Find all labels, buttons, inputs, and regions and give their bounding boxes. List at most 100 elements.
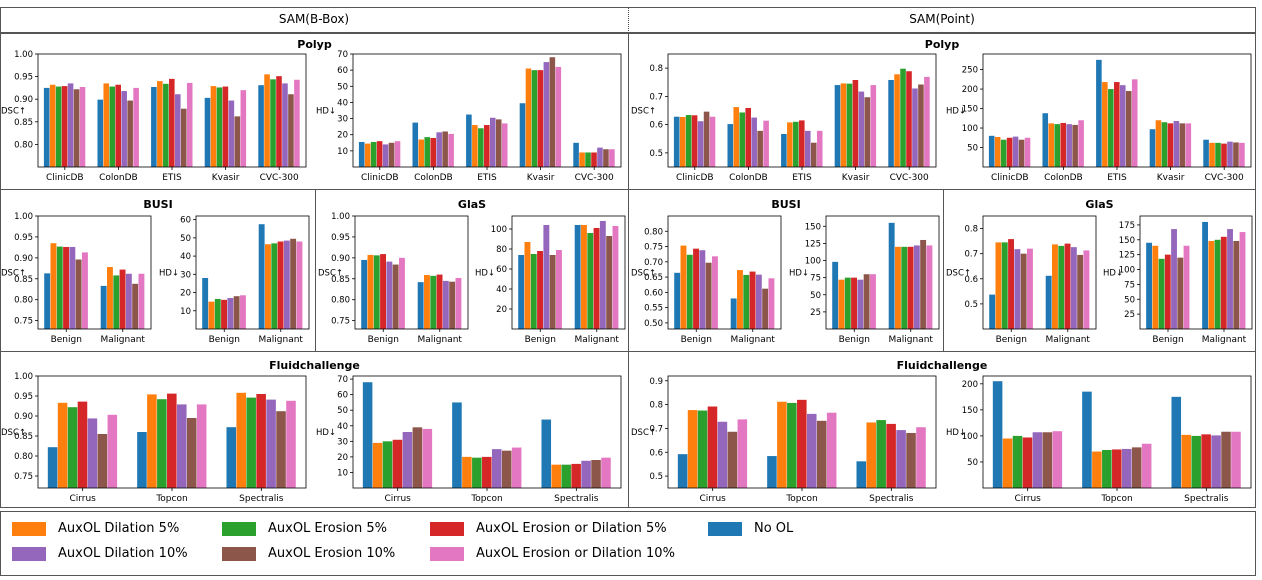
bar [210, 86, 217, 167]
bar [455, 277, 462, 329]
legend-frame [0, 511, 1256, 576]
bar [1239, 232, 1246, 329]
bar [992, 381, 1003, 488]
bar [1214, 239, 1221, 329]
bar [1171, 396, 1182, 488]
bar [924, 76, 930, 167]
bar [1052, 431, 1063, 488]
title-bbox-polyp: Polyp [297, 38, 332, 51]
bar [258, 85, 264, 167]
y-tick-label: 0.75 [14, 472, 33, 482]
bar [555, 250, 562, 329]
bar [757, 130, 763, 167]
bar [989, 294, 996, 329]
bar [63, 246, 69, 329]
x-tick-label: Cirrus [384, 494, 411, 504]
bar [1181, 434, 1192, 488]
bar [912, 88, 918, 167]
y-axis-label: HD↓ [946, 107, 966, 117]
bar [851, 277, 857, 329]
bar [240, 90, 247, 167]
bar [55, 86, 62, 167]
bar [1012, 136, 1019, 167]
y-axis-label: HD↓ [475, 269, 495, 279]
bar [362, 382, 373, 488]
x-tick-label: ClinicDB [676, 173, 714, 183]
bar [697, 410, 708, 488]
legend-label: No OL [754, 521, 794, 536]
x-tick-label: ColonDB [414, 173, 453, 183]
bar [1152, 245, 1159, 329]
bar [691, 115, 698, 167]
bar [531, 70, 538, 167]
y-tick-label: 100 [962, 124, 978, 134]
bar [609, 149, 615, 167]
bar [1012, 435, 1023, 488]
bar [1201, 434, 1211, 488]
plot-frame [37, 375, 307, 489]
plot-frame [667, 375, 937, 489]
bar [537, 70, 544, 167]
bar [1000, 139, 1007, 167]
bar [1131, 447, 1142, 488]
y-tick-label: 0.6 [649, 121, 663, 131]
y-tick-label: 50 [337, 406, 348, 416]
bar [276, 411, 286, 488]
bar [763, 120, 769, 167]
bar [888, 222, 895, 329]
bar [296, 241, 303, 329]
y-tick-label: 40 [337, 422, 348, 432]
bar [543, 62, 550, 167]
bar [282, 83, 288, 167]
bar [856, 461, 867, 488]
bar [826, 412, 837, 488]
plot-frame [195, 215, 310, 330]
y-tick-label: 0.5 [649, 149, 663, 159]
x-tick-label: Benign [1152, 335, 1183, 345]
bar [1208, 240, 1215, 329]
x-tick-label: ETIS [162, 173, 182, 183]
plot-frame [1139, 215, 1253, 330]
chart-bbox-busi-hd: 10 20 30 40 50 60 HD↓ Benign Malignant [159, 215, 310, 345]
bar [745, 107, 751, 167]
bar [61, 86, 68, 167]
plot-frame [982, 53, 1252, 168]
chart-point-glas-hd: 25 50 75 100 125 150 175 HD↓ Benign Malignant [1103, 215, 1253, 345]
bar [239, 295, 246, 329]
bar [270, 79, 276, 167]
legend-swatch [430, 521, 464, 536]
title-bbox-busi: BUSI [143, 198, 173, 211]
bar [430, 137, 436, 167]
bar [163, 83, 169, 167]
bar [246, 397, 256, 488]
legend-item-erosion-5: AuxOL Erosion 5% [222, 521, 387, 536]
chart-point-busi-hd: 25 50 75 100 125 150 HD↓ Benign Malignant [789, 215, 940, 345]
bar [67, 407, 78, 488]
bar [398, 257, 405, 329]
bar [876, 420, 886, 488]
x-tick-label: Kvasir [1157, 173, 1185, 183]
y-tick-label: 0.50 [644, 319, 663, 329]
bar [896, 430, 906, 488]
y-tick-label: 0.5 [964, 300, 978, 310]
y-tick-label: 0.60 [644, 288, 663, 298]
y-tick-label: 50 [967, 458, 978, 468]
x-tick-label: Malignant [575, 335, 620, 345]
title-bbox-fluid: Fluidchallenge [269, 359, 360, 372]
bar [591, 460, 601, 488]
bar [388, 142, 395, 167]
bar [392, 439, 403, 488]
bar [844, 277, 851, 329]
bar [283, 240, 290, 329]
bar [1231, 431, 1241, 488]
y-tick-label: 0.85 [14, 118, 33, 128]
x-tick-label: Cirrus [69, 494, 96, 504]
bar [1121, 448, 1132, 488]
bar [597, 147, 603, 167]
x-tick-label: Benign [839, 335, 870, 345]
x-tick-label: ETIS [477, 173, 497, 183]
bar [277, 241, 284, 329]
bar [737, 419, 748, 488]
bar [585, 152, 591, 167]
y-tick-label: 200 [962, 85, 978, 95]
